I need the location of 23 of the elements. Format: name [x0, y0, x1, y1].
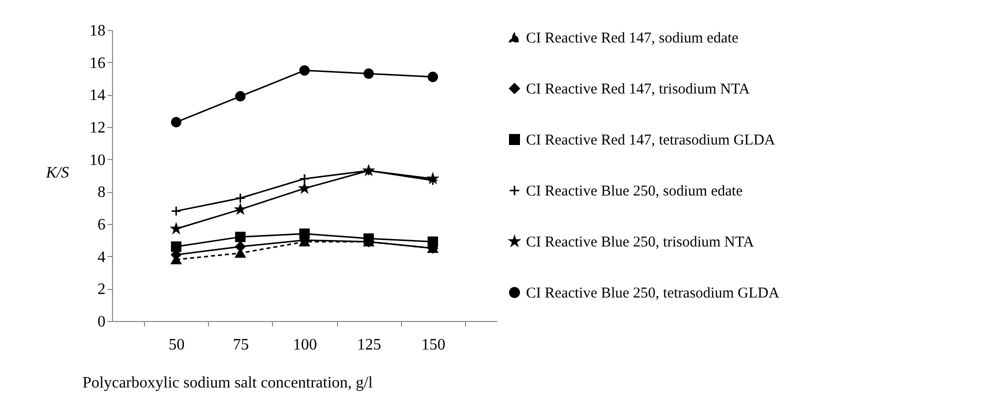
y-tick-label: 4 [98, 248, 106, 266]
y-tick-label: 2 [98, 281, 106, 298]
y-tick-label: 14 [90, 87, 106, 104]
y-tick-label: 8 [98, 184, 106, 202]
x-tick-label: 50 [168, 336, 185, 354]
legend-label: CI Reactive Blue 250, sodium edate [526, 184, 743, 200]
legend-label: CI Reactive Blue 250, trisodium NTA [526, 234, 754, 250]
y-tick-label: 18 [90, 22, 106, 40]
legend-label: CI Reactive Blue 250, tetrasodium GLDA [526, 286, 780, 302]
y-tick-label: 0 [98, 314, 106, 330]
y-tick-label: 16 [90, 54, 106, 72]
x-tick-label: 150 [421, 336, 446, 354]
y-tick-label: 6 [98, 216, 106, 234]
y-tick-label: 12 [90, 120, 106, 136]
x-tick-label: 125 [357, 336, 382, 354]
legend-label: CI Reactive Red 147, tetrasodium GLDA [526, 132, 776, 148]
y-axis-title: K/S [44, 164, 70, 182]
x-tick-label: 75 [232, 336, 249, 354]
y-tick-label: 10 [90, 152, 106, 169]
x-tick-label: 100 [293, 336, 317, 354]
legend-label: CI Reactive Red 147, trisodium NTA [526, 82, 750, 98]
legend-label: CI Reactive Red 147, sodium edate [526, 30, 739, 46]
x-axis-title: Polycarboxylic sodium salt concentration, g/l [82, 374, 374, 392]
